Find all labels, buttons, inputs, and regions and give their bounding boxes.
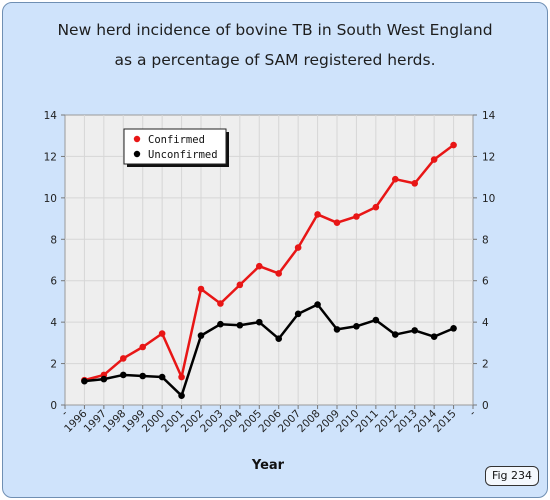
y-tick-label-right: 0 xyxy=(482,400,489,412)
x-axis-label: Year xyxy=(251,458,285,473)
data-point-confirmed xyxy=(275,270,283,277)
legend-marker-unconfirmed xyxy=(133,150,141,158)
legend-label-unconfirmed: Unconfirmed xyxy=(148,149,218,161)
y-tick-label-left: 2 xyxy=(50,359,57,371)
data-point-confirmed xyxy=(314,211,321,218)
y-tick-label-left: 8 xyxy=(50,234,57,246)
x-tick-label: - xyxy=(59,407,70,418)
y-tick-label-left: 12 xyxy=(44,151,57,163)
series-layer xyxy=(81,141,457,399)
data-point-confirmed xyxy=(217,300,224,307)
data-point-confirmed xyxy=(372,203,380,211)
data-point-confirmed xyxy=(333,219,341,227)
data-point-confirmed xyxy=(411,180,419,187)
data-point-unconfirmed xyxy=(372,316,380,324)
chart-subtitle: as a percentage of SAM registered herds. xyxy=(114,51,436,69)
data-point-confirmed xyxy=(391,175,399,183)
x-tick-label: 2015 xyxy=(431,408,458,435)
y-tick-label-right: 8 xyxy=(482,234,489,246)
y-tick-label-right: 4 xyxy=(482,317,489,329)
legend-label-confirmed: Confirmed xyxy=(148,134,205,146)
series-line-confirmed xyxy=(84,144,455,382)
data-point-confirmed xyxy=(139,343,147,351)
y-tick-label-right: 10 xyxy=(482,193,495,205)
y-tick-label-left: 6 xyxy=(50,276,57,288)
data-point-confirmed xyxy=(158,330,166,337)
data-point-confirmed xyxy=(119,355,127,362)
legend: Confirmed Unconfirmed xyxy=(123,128,229,167)
data-point-unconfirmed xyxy=(158,373,166,381)
data-point-unconfirmed xyxy=(391,331,399,338)
data-point-unconfirmed xyxy=(217,320,224,328)
data-point-unconfirmed xyxy=(81,377,88,385)
grid-lines xyxy=(65,115,473,405)
data-point-unconfirmed xyxy=(119,371,127,379)
y-tick-label-right: 6 xyxy=(482,276,489,288)
y-tick-label-right: 14 xyxy=(482,110,496,122)
data-point-confirmed xyxy=(255,262,263,270)
data-point-unconfirmed xyxy=(275,335,283,343)
data-point-unconfirmed xyxy=(353,322,360,330)
data-point-confirmed xyxy=(178,373,185,381)
data-point-confirmed xyxy=(430,156,438,163)
data-point-confirmed xyxy=(197,285,205,293)
data-point-confirmed xyxy=(236,281,244,289)
data-point-unconfirmed xyxy=(430,333,438,340)
data-point-unconfirmed xyxy=(294,310,302,318)
y-tick-label-left: 4 xyxy=(50,317,57,329)
data-point-unconfirmed xyxy=(411,327,419,334)
data-point-unconfirmed xyxy=(450,325,457,332)
y-tick-label-left: 10 xyxy=(44,193,57,205)
chart-title: New herd incidence of bovine TB in South… xyxy=(57,21,493,39)
data-point-unconfirmed xyxy=(100,375,108,383)
data-point-unconfirmed xyxy=(178,392,185,399)
legend-box xyxy=(123,128,227,165)
data-point-confirmed xyxy=(450,141,457,149)
data-point-unconfirmed xyxy=(314,301,321,308)
y-tick-label-left: 14 xyxy=(44,110,58,122)
figure-badge[interactable]: Fig 234 xyxy=(485,466,539,486)
data-point-confirmed xyxy=(353,213,360,220)
y-tick-label-right: 2 xyxy=(482,359,489,371)
data-point-confirmed xyxy=(294,244,302,251)
data-point-unconfirmed xyxy=(139,372,147,380)
legend-marker-confirmed xyxy=(133,135,141,143)
data-point-unconfirmed xyxy=(333,326,341,333)
y-tick-label-left: 0 xyxy=(50,400,57,412)
x-tick-label: - xyxy=(467,407,478,418)
data-point-unconfirmed xyxy=(197,332,205,339)
data-point-unconfirmed xyxy=(255,318,263,326)
y-tick-label-right: 12 xyxy=(482,151,495,163)
data-point-unconfirmed xyxy=(236,321,244,329)
